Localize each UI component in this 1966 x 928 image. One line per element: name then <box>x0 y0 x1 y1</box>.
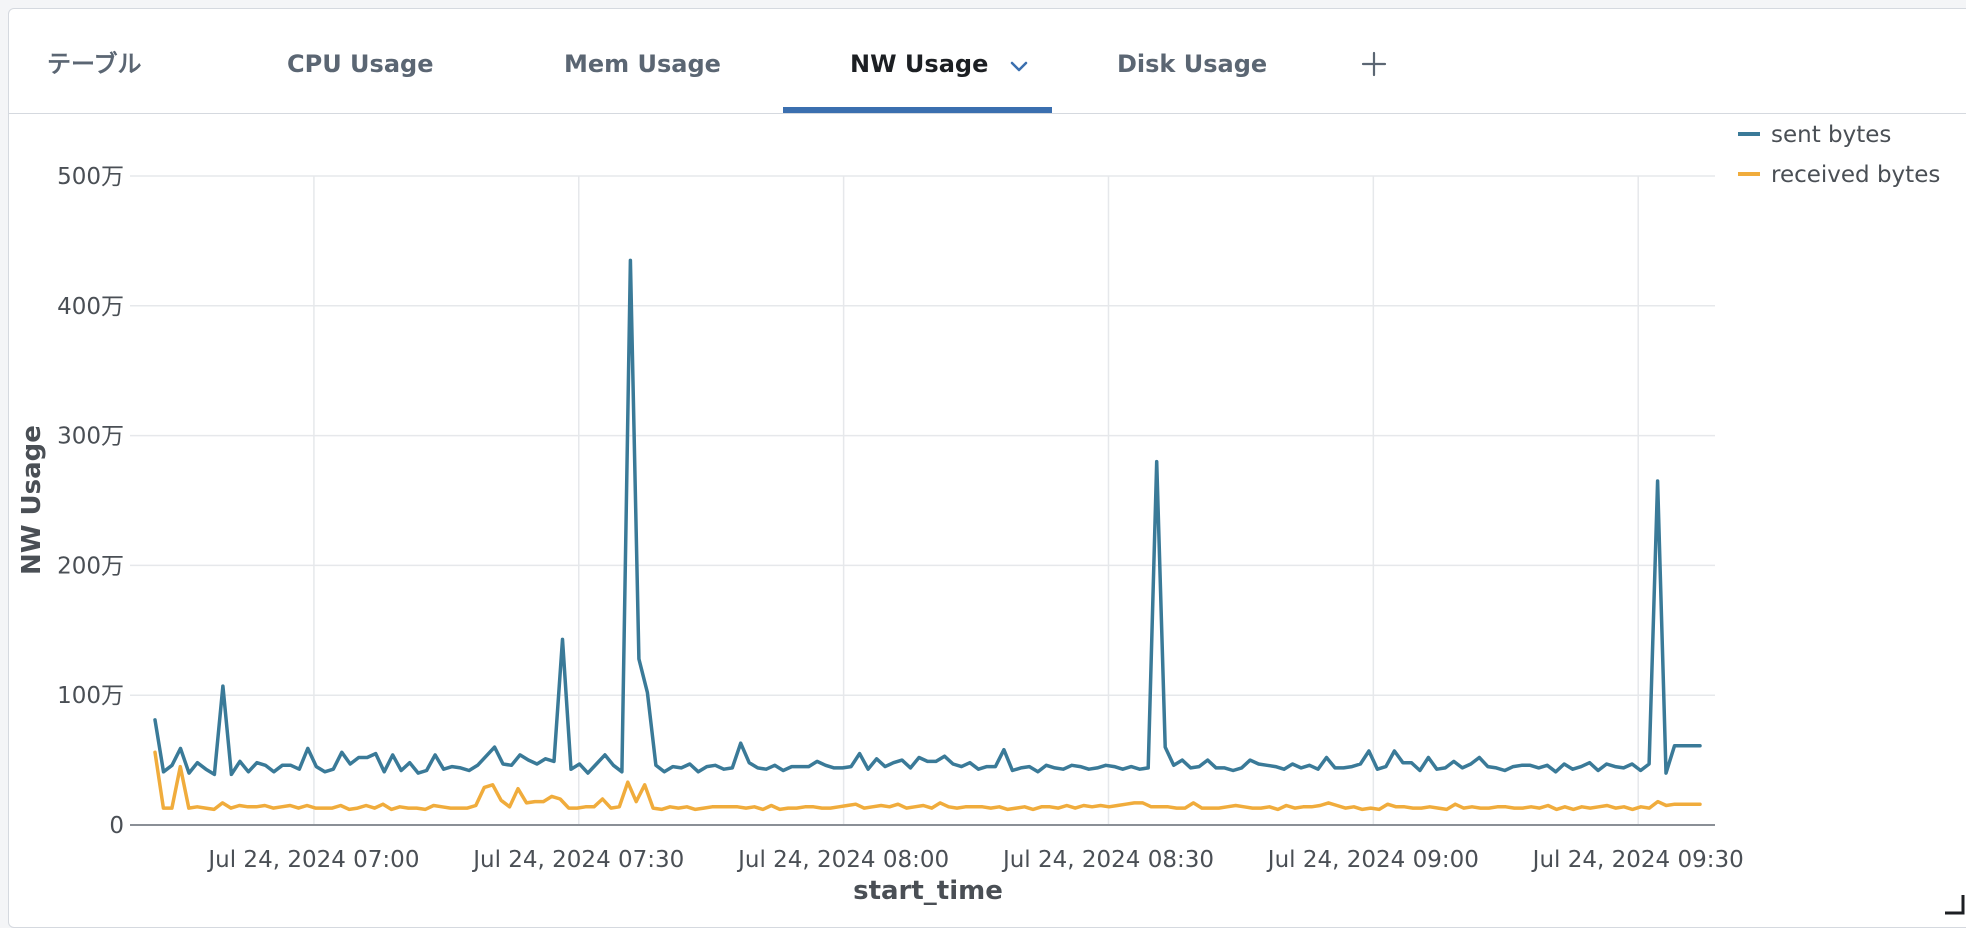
chevron-down-icon[interactable] <box>1010 10 1028 120</box>
x-axis-title: start_time <box>853 876 1003 906</box>
y-tick-label: 100万 <box>57 683 124 709</box>
grid <box>130 175 1715 825</box>
resize-corner-icon[interactable] <box>1943 893 1965 915</box>
y-tick-label: 200万 <box>57 553 124 579</box>
legend-label[interactable]: sent bytes <box>1771 122 1891 148</box>
x-tick-label: Jul 24, 2024 09:00 <box>1266 847 1479 873</box>
tab-label: Mem Usage <box>564 50 721 78</box>
series-lines <box>153 258 1702 812</box>
tab-label: CPU Usage <box>287 50 434 78</box>
x-tick-label: Jul 24, 2024 07:00 <box>206 847 419 873</box>
tab-cpu-usage[interactable]: CPU Usage <box>287 9 433 113</box>
y-tick-label: 300万 <box>57 424 124 450</box>
y-tick-label: 500万 <box>57 164 124 190</box>
tab-label: テーブル <box>47 50 142 78</box>
y-tick-label: 0 <box>109 813 124 839</box>
series-line-received-bytes <box>153 750 1702 812</box>
tab-disk-usage[interactable]: Disk Usage <box>1117 9 1267 113</box>
y-axis-title: NW Usage <box>17 425 47 575</box>
plus-icon[interactable] <box>1359 49 1389 79</box>
y-tick-label: 400万 <box>57 294 124 320</box>
chart-panel: テーブル CPU Usage Mem Usage NW Usage Disk U… <box>8 8 1966 928</box>
x-tick-label: Jul 24, 2024 07:30 <box>471 847 684 873</box>
legend-label[interactable]: received bytes <box>1771 162 1940 188</box>
tab-table[interactable]: テーブル <box>47 9 142 113</box>
x-tick-label: Jul 24, 2024 09:30 <box>1531 847 1744 873</box>
tab-bar: テーブル CPU Usage Mem Usage NW Usage Disk U… <box>9 9 1966 114</box>
tab-mem-usage[interactable]: Mem Usage <box>564 9 721 113</box>
tab-nw-usage[interactable]: NW Usage <box>850 9 1028 113</box>
y-axis: 0 100万 200万 300万 400万 500万 <box>57 164 124 839</box>
x-tick-label: Jul 24, 2024 08:00 <box>736 847 949 873</box>
tab-label: NW Usage <box>850 50 989 78</box>
x-tick-label: Jul 24, 2024 08:30 <box>1001 847 1214 873</box>
tab-label: Disk Usage <box>1117 50 1268 78</box>
active-tab-indicator <box>783 107 1052 113</box>
legend: sent bytes received bytes <box>1738 122 1940 188</box>
x-axis: Jul 24, 2024 07:00 Jul 24, 2024 07:30 Jul … <box>206 847 1743 873</box>
series-line-sent-bytes <box>153 258 1702 777</box>
